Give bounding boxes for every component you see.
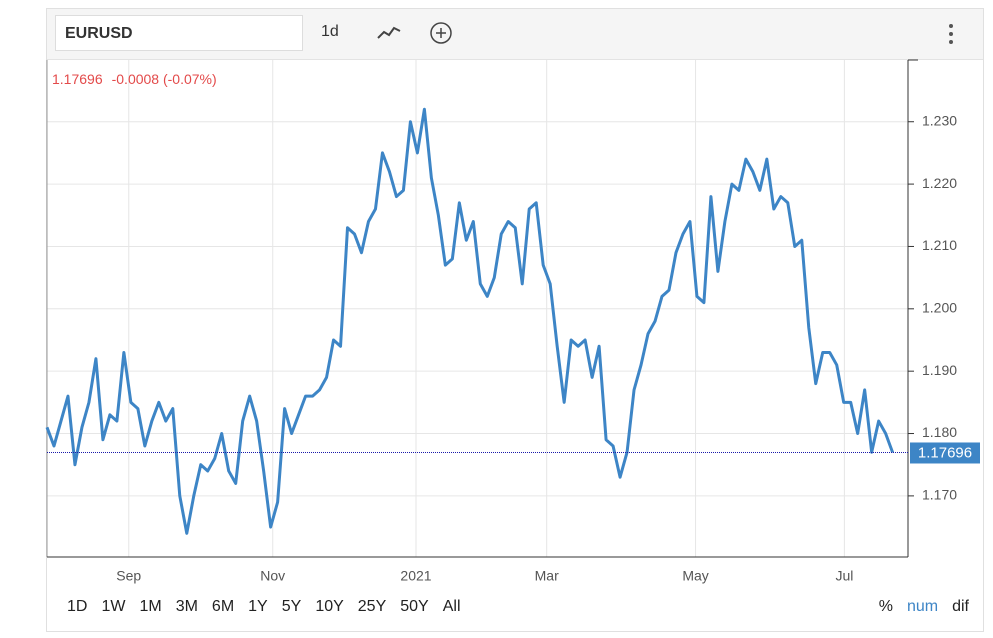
range-button[interactable]: 6M (211, 598, 235, 615)
range-buttons: 1D 1W 1M 3M 6M 1Y 5Y 10Y 25Y 50Y All (67, 598, 475, 616)
toolbar: EURUSD 1d (47, 9, 983, 60)
range-button[interactable]: All (442, 598, 461, 615)
mode-button[interactable]: num (906, 598, 939, 615)
mode-button[interactable]: dif (952, 598, 969, 615)
range-button[interactable]: 1M (139, 598, 162, 615)
chart-type-icon[interactable] (375, 23, 403, 43)
range-button[interactable]: 10Y (315, 598, 344, 615)
range-button[interactable]: 5Y (281, 598, 302, 615)
interval-button[interactable]: 1d (321, 23, 339, 40)
range-button[interactable]: 1D (67, 598, 88, 615)
widget: EURUSD 1d 1D 1W 1M 3M 6M 1Y 5Y 10Y 25Y 50Y All % nu… (46, 8, 984, 632)
range-button[interactable]: 1W (101, 598, 126, 615)
symbol-input[interactable]: EURUSD (55, 15, 303, 51)
range-button[interactable]: 1Y (248, 598, 268, 615)
range-button[interactable]: 50Y (400, 598, 429, 615)
compare-icon[interactable] (428, 20, 454, 46)
mode-buttons: % num dif (879, 598, 983, 616)
range-button[interactable]: 3M (175, 598, 198, 615)
menu-icon[interactable] (945, 21, 957, 47)
range-button[interactable]: 25Y (357, 598, 387, 615)
mode-button[interactable]: % (878, 598, 893, 615)
